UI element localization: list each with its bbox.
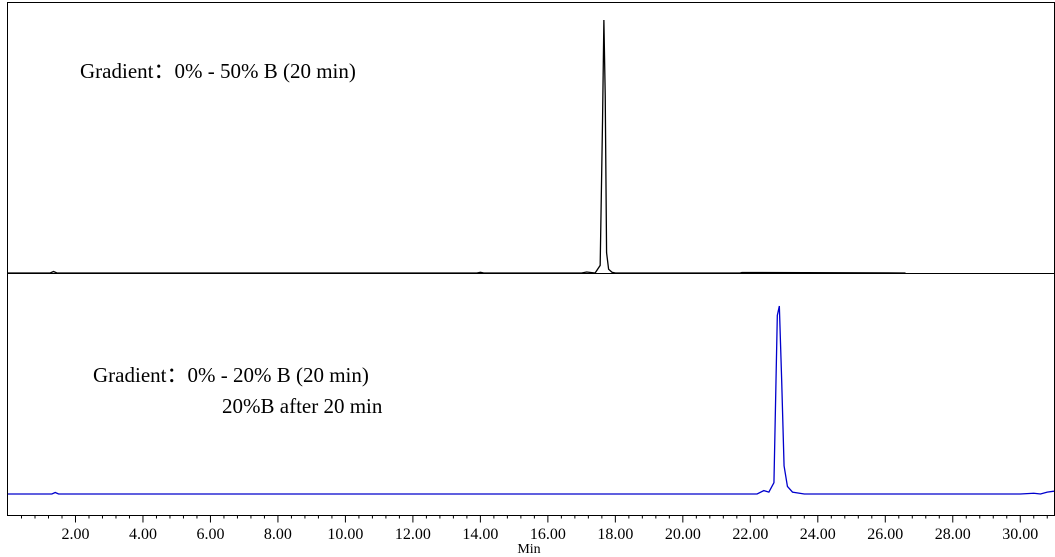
x-tick-label: 28.00	[935, 526, 971, 543]
annotation-top-line-1: Gradient：0% - 50% B (20 min)	[80, 59, 356, 83]
x-tick-label: 12.00	[395, 526, 431, 543]
x-tick-label: 4.00	[129, 526, 157, 543]
x-axis-tick-labels: 2.00 4.00 6.00 8.00 10.00 12.00 14.00 16.00 18.0…	[61, 526, 1038, 543]
annotation-bottom-line-1: Gradient：0% - 20% B (20 min)	[93, 363, 369, 387]
x-axis-title: Min	[517, 542, 540, 557]
x-tick-label: 18.00	[597, 526, 633, 543]
x-tick-label: 22.00	[732, 526, 768, 543]
annotation-bottom-line-2: 20%B after 20 min	[222, 394, 383, 418]
x-tick-label: 24.00	[800, 526, 836, 543]
x-tick-label: 20.00	[665, 526, 701, 543]
trace-bottom	[8, 305, 1055, 495]
x-tick-label: 2.00	[61, 526, 89, 543]
x-axis-ticks	[20, 515, 1048, 523]
x-tick-label: 14.00	[462, 526, 498, 543]
x-tick-label: 10.00	[327, 526, 363, 543]
x-tick-label: 26.00	[867, 526, 903, 543]
x-tick-label: 6.00	[196, 526, 224, 543]
x-tick-label: 30.00	[1002, 526, 1038, 543]
trace-top	[8, 19, 906, 274]
x-tick-label: 8.00	[264, 526, 292, 543]
x-tick-label: 16.00	[530, 526, 566, 543]
